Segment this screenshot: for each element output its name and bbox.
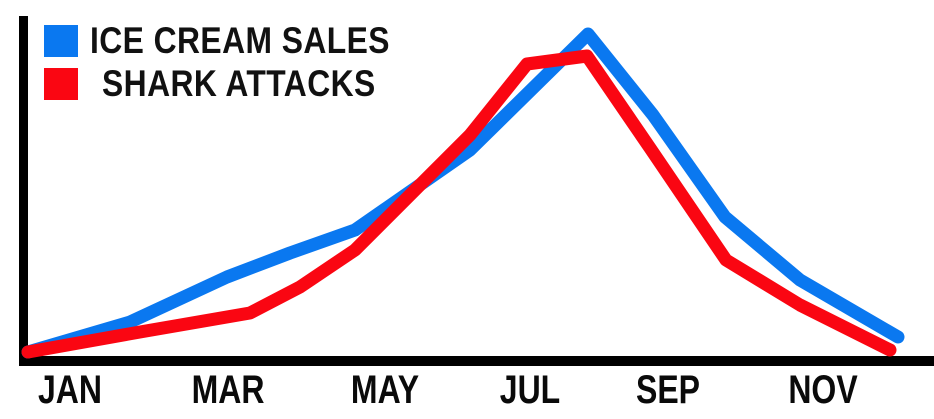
legend-item-ice-cream-sales: ICE CREAM SALES (44, 20, 439, 61)
x-axis-line (19, 356, 934, 366)
legend-label-ice-cream-sales: ICE CREAM SALES (90, 20, 390, 61)
y-axis-line (19, 16, 28, 359)
chart-legend: ICE CREAM SALES SHARK ATTACKS (44, 20, 439, 104)
x-axis-tick-label-nov: NOV (788, 368, 858, 412)
x-axis-tick-label-jan: JAN (37, 368, 103, 412)
x-axis-tick-label-mar: MAR (191, 368, 265, 412)
x-axis-tick-label-may: MAY (350, 368, 420, 412)
x-axis-tick-label-jul: JUL (499, 368, 561, 412)
legend-swatch-shark-attacks (44, 68, 78, 100)
x-axis-tick-label-sep: SEP (635, 368, 701, 412)
series-line-shark-attacks (21, 49, 897, 359)
legend-item-shark-attacks: SHARK ATTACKS (44, 63, 439, 104)
legend-label-shark-attacks: SHARK ATTACKS (102, 63, 376, 104)
legend-swatch-ice-cream-sales (44, 25, 78, 57)
series-line-ice-cream-sales (21, 27, 905, 359)
x-axis-tick-labels: JAN MAR MAY JUL SEP NOV (0, 368, 934, 416)
